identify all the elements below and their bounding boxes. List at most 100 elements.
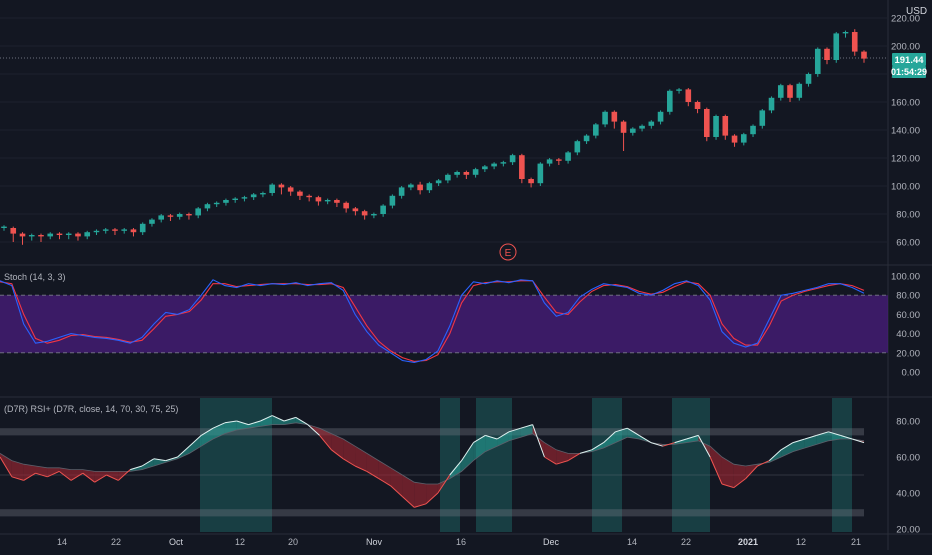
rsi-fill-segment bbox=[284, 417, 296, 425]
time-tick-label: 22 bbox=[111, 537, 121, 547]
rsi-line-segment bbox=[615, 427, 628, 433]
candle-up bbox=[1, 226, 7, 228]
candle-down bbox=[417, 184, 423, 191]
rsi-line-segment bbox=[828, 431, 841, 436]
candle-up bbox=[232, 198, 238, 200]
rsi-fill-segment bbox=[189, 435, 202, 454]
candle-up bbox=[445, 174, 451, 181]
candle-down bbox=[112, 229, 118, 231]
candle-down bbox=[463, 172, 470, 175]
rsi-line-segment bbox=[236, 420, 249, 426]
rsi-line-segment bbox=[520, 424, 533, 429]
candle-up bbox=[565, 152, 571, 161]
rsi-fill-segment bbox=[461, 442, 474, 472]
rsi-fill-segment bbox=[615, 428, 628, 443]
candle-up bbox=[28, 235, 35, 237]
price-tick-label: 100.00 bbox=[891, 182, 920, 193]
rsi-overbought-zone bbox=[476, 398, 512, 532]
rsi-line-segment bbox=[496, 431, 510, 440]
rsi-line-segment bbox=[852, 438, 865, 444]
candle-down bbox=[334, 200, 340, 203]
rsi-overbought-zone bbox=[832, 398, 852, 532]
rsi-line-segment bbox=[768, 449, 782, 461]
stoch-panel[interactable]: Stoch (14, 3, 3) bbox=[0, 272, 888, 363]
candle-up bbox=[380, 205, 386, 214]
candle-up bbox=[84, 232, 91, 237]
rsi-line-segment bbox=[224, 420, 237, 424]
rsi-line-segment bbox=[733, 478, 746, 488]
rsi-fill-segment bbox=[248, 421, 261, 429]
rsi-line-segment bbox=[591, 442, 604, 451]
rsi-line-segment bbox=[579, 449, 592, 454]
candle-down bbox=[306, 195, 312, 198]
rsi-line-segment bbox=[414, 503, 427, 508]
candle-up bbox=[537, 163, 544, 184]
rsi-upper-band bbox=[0, 428, 864, 436]
earnings-marker[interactable]: E bbox=[499, 243, 517, 261]
rsi-fill-segment bbox=[721, 457, 734, 488]
candle-up bbox=[583, 135, 590, 142]
time-tick-label: Oct bbox=[169, 537, 184, 547]
candle-down bbox=[787, 85, 793, 98]
rsi-tick-label: 40.00 bbox=[896, 489, 920, 500]
candle-down bbox=[352, 208, 359, 212]
rsi-fill-segment bbox=[627, 428, 640, 439]
stoch-tick-label: 100.00 bbox=[891, 272, 920, 283]
rsi-line-segment bbox=[508, 427, 521, 433]
rsi-average-line bbox=[0, 422, 865, 485]
rsi-line-segment bbox=[200, 427, 214, 436]
stoch-k-line bbox=[0, 279, 865, 363]
rsi-line-segment bbox=[390, 485, 403, 497]
candle-up bbox=[195, 208, 201, 216]
rsi-lower-band bbox=[0, 509, 864, 517]
time-tick-label: Nov bbox=[366, 537, 383, 547]
rsi-fill-segment bbox=[710, 446, 722, 484]
rsi-fill-segment bbox=[319, 428, 332, 450]
candle-up bbox=[667, 90, 673, 112]
rsi-fill-segment bbox=[366, 453, 379, 479]
rsi-fill-segment bbox=[390, 467, 403, 497]
candle-up bbox=[213, 202, 220, 205]
rsi-line-segment bbox=[23, 472, 36, 481]
rsi-line-segment bbox=[189, 435, 202, 447]
time-axis[interactable]: 14 22 Oct 12 20 Nov 16 Dec 14 22 2021 12 21 bbox=[57, 537, 861, 547]
rsi-line-segment bbox=[260, 415, 273, 422]
price-tick-label: 220.00 bbox=[891, 14, 920, 25]
candle-up bbox=[241, 197, 248, 199]
candle-up bbox=[750, 125, 756, 135]
rsi-line-segment bbox=[130, 465, 143, 471]
rsi-line-segment bbox=[485, 434, 498, 440]
candle-up bbox=[805, 74, 812, 84]
candle-down bbox=[361, 211, 368, 216]
candle-down bbox=[731, 135, 738, 143]
rsi-fill-segment bbox=[59, 467, 72, 481]
rsi-line-segment bbox=[153, 458, 166, 462]
candle-up bbox=[593, 124, 599, 136]
currency-label: USD bbox=[906, 6, 927, 17]
candle-down bbox=[343, 202, 349, 209]
rsi-line-segment bbox=[544, 456, 557, 465]
rsi-fill-segment bbox=[224, 421, 237, 434]
candle-up bbox=[121, 229, 128, 231]
candle-down bbox=[287, 187, 294, 192]
candle-up bbox=[47, 233, 54, 237]
candle-up bbox=[176, 214, 183, 217]
candle-up bbox=[472, 169, 479, 175]
rsi-fill-segment bbox=[331, 433, 344, 459]
stoch-tick-label: 0.00 bbox=[902, 368, 921, 379]
stoch-tick-label: 80.00 bbox=[896, 291, 920, 302]
earnings-marker-label: E bbox=[505, 248, 512, 259]
rsi-panel[interactable]: (D7R) RSI+ (D7R, close, 14, 70, 30, 75, … bbox=[0, 398, 865, 532]
rsi-line-segment bbox=[58, 471, 72, 481]
candle-up bbox=[139, 223, 146, 233]
rsi-fill-segment bbox=[11, 460, 24, 481]
candle-down bbox=[75, 233, 81, 237]
rsi-fill-segment bbox=[473, 435, 486, 461]
candle-up bbox=[713, 116, 719, 137]
stoch-tick-label: 20.00 bbox=[896, 348, 920, 359]
candle-up bbox=[500, 162, 507, 164]
rsi-fill-segment bbox=[355, 446, 367, 472]
